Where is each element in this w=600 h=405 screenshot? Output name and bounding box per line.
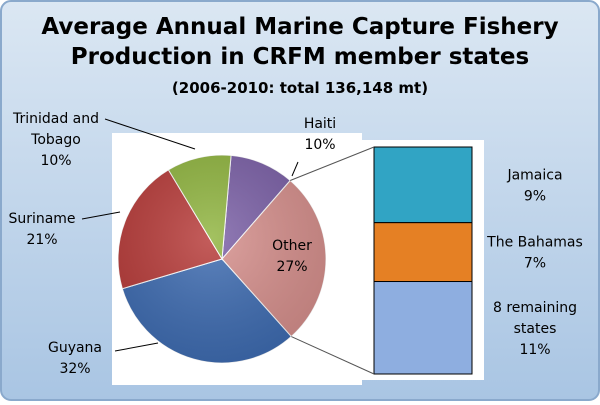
data-label-name-haiti: Haiti [304,116,336,132]
chart-title-line2: Production in CRFM member states [71,44,529,70]
data-label-value-guyana: 32% [59,361,90,377]
data-label-name-trinidad: Trinidad and [12,111,99,127]
data-label-name-guyana: Guyana [48,340,102,356]
leader-line-guyana [114,342,159,352]
connector-line-bottom [291,336,375,375]
connector-line-top [290,146,375,181]
breakdown-value-bahamas: 7% [524,256,546,272]
chart-subtitle: (2006-2010: total 136,148 mt) [172,79,428,97]
leader-line-haiti [291,161,299,177]
breakdown-value-jamaica: 9% [524,188,546,204]
breakdown-segment-remaining [373,281,473,375]
chart-title-line1: Average Annual Marine Capture Fishery [41,14,558,40]
breakdown-name-bahamas: The Bahamas [486,235,583,251]
data-label-value-suriname: 21% [26,232,57,248]
data-label-name-suriname: Suriname [8,211,75,227]
breakdown-name-remaining: states [514,321,557,337]
breakdown-segment-bahamas [373,222,473,283]
breakdown-bar [373,146,473,375]
data-label-name-other: Other [272,238,312,254]
leader-line-trinidad [104,118,196,150]
data-label-name-trinidad: Tobago [30,132,81,148]
breakdown-name-jamaica: Jamaica [506,167,562,183]
data-labels: Haiti 10% Other 27% Guyana 32% Suriname 21% Trin… [8,111,582,377]
connector-lines [81,118,375,375]
breakdown-segment-jamaica [373,146,473,224]
data-label-value-trinidad: 10% [40,153,71,169]
breakdown-value-remaining: 11% [519,342,550,358]
leader-line-suriname [81,211,121,220]
breakdown-name-remaining: 8 remaining [493,300,577,316]
data-label-value-haiti: 10% [304,137,335,153]
data-label-value-other: 27% [276,259,307,275]
